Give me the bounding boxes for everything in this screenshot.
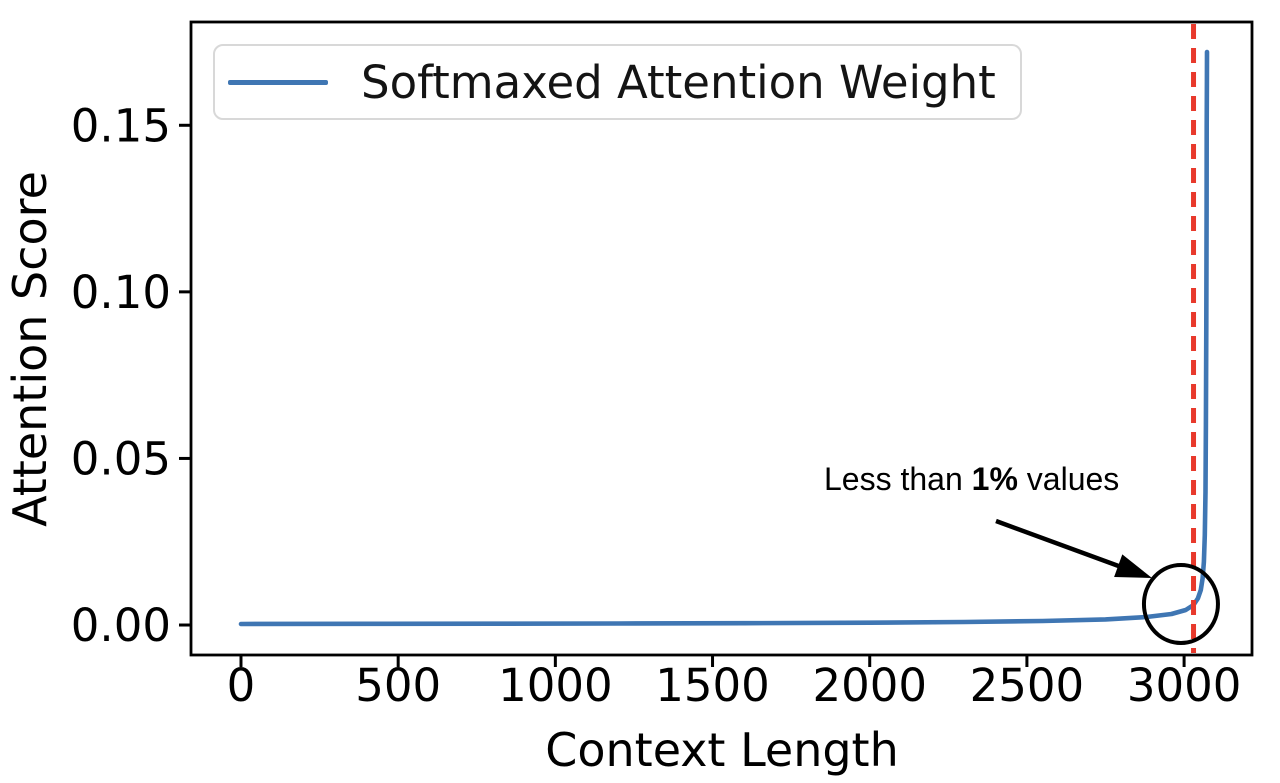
highlight-circle [1141,563,1220,646]
annotation-text-normal-1: Less than [824,461,972,497]
annotation-arrow [995,518,1152,578]
annotation-text-normal-2: values [1017,461,1120,497]
plot-border [189,20,1254,657]
x-axis-label: Context Length [545,723,899,777]
legend-entry-label: Softmaxed Attention Weight [361,55,996,109]
y-tick-label: 0.15 [71,99,171,152]
x-tick-label: 1500 [655,659,770,712]
x-tick-label: 2000 [812,659,927,712]
y-axis-label: Attention Score [3,171,57,527]
attention-series-line [238,49,1210,627]
x-tick-label: 1000 [498,659,613,712]
legend: Softmaxed Attention Weight [213,44,1022,120]
annotation-text: Less than 1% values [824,461,1119,498]
x-tick-label: 500 [355,659,441,712]
annotation-arrow-shaft [995,518,1125,571]
axes-group: 0 500 1000 1500 2000 2500 3000 0.00 0.05 0.10 0.15 [71,20,1254,712]
y-tick-label: 0.00 [71,599,171,652]
y-tick-label: 0.05 [71,432,171,485]
annotation-arrow-head [1114,554,1152,578]
y-tick-label: 0.10 [71,266,171,319]
x-tick-label: 2500 [970,659,1085,712]
legend-line-sample [228,79,328,85]
annotation-text-bold: 1% [971,461,1018,497]
x-tick-label: 0 [227,659,256,712]
x-tick-label: 3000 [1127,659,1242,712]
